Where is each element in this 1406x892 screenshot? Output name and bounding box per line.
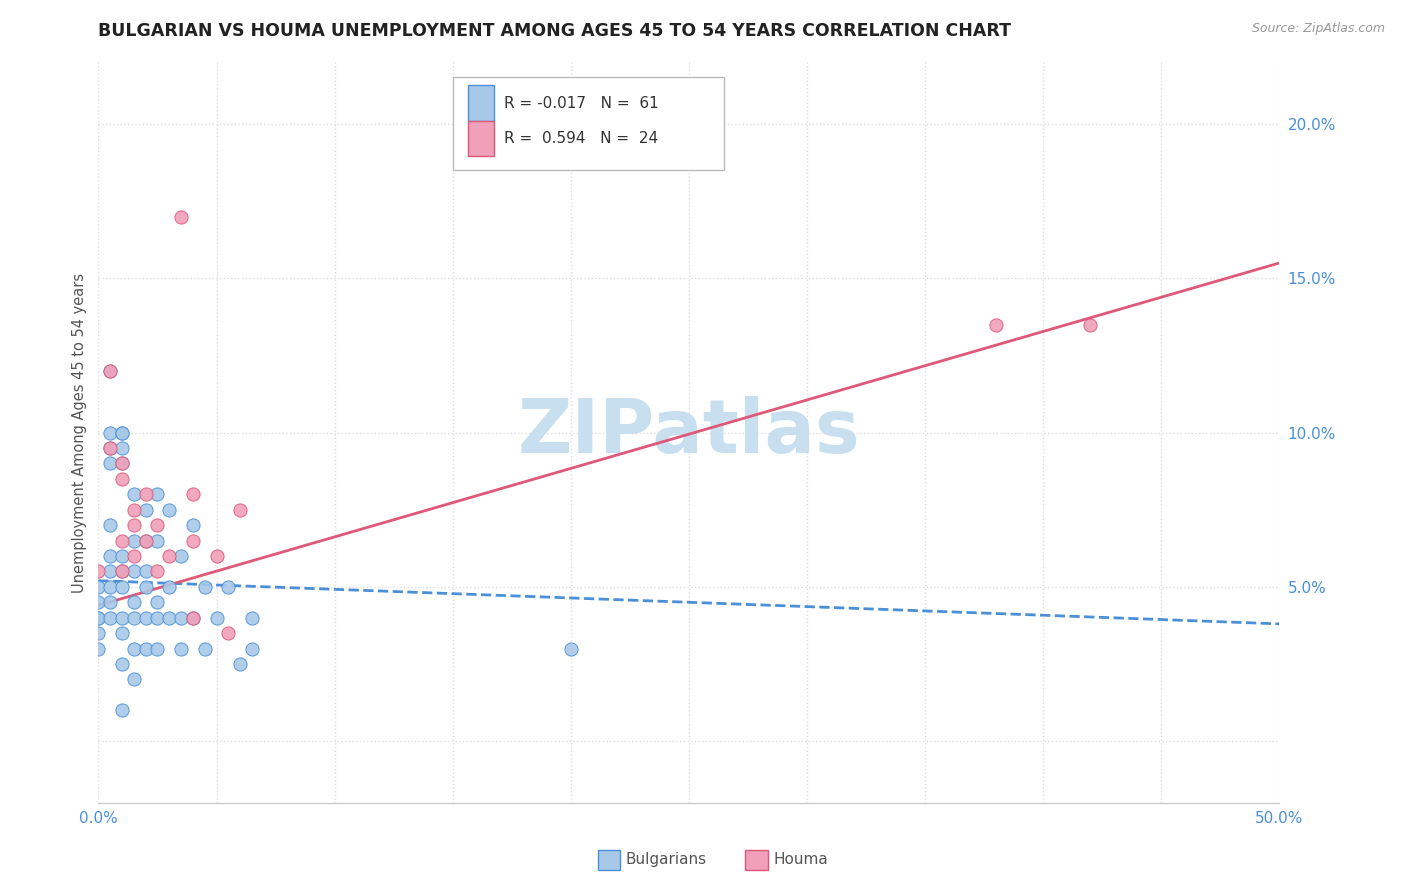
Point bbox=[181, 487, 204, 501]
Point bbox=[194, 641, 217, 656]
Y-axis label: Unemployment Among Ages 45 to 54 years: Unemployment Among Ages 45 to 54 years bbox=[72, 273, 87, 592]
Point bbox=[229, 657, 252, 671]
Point bbox=[98, 441, 121, 455]
Text: BULGARIAN VS HOUMA UNEMPLOYMENT AMONG AGES 45 TO 54 YEARS CORRELATION CHART: BULGARIAN VS HOUMA UNEMPLOYMENT AMONG AG… bbox=[98, 22, 1011, 40]
Point bbox=[181, 610, 204, 624]
Point bbox=[111, 441, 134, 455]
Point bbox=[984, 318, 1007, 332]
Point bbox=[111, 580, 134, 594]
Point bbox=[98, 549, 121, 563]
Point bbox=[98, 364, 121, 378]
Point bbox=[181, 533, 204, 548]
Point bbox=[240, 641, 263, 656]
FancyBboxPatch shape bbox=[453, 78, 724, 169]
Point bbox=[111, 457, 134, 471]
Point bbox=[217, 580, 239, 594]
Point bbox=[98, 518, 121, 533]
Point bbox=[87, 641, 110, 656]
Point bbox=[205, 610, 228, 624]
Point bbox=[111, 425, 134, 440]
Point bbox=[111, 533, 134, 548]
Point bbox=[135, 533, 157, 548]
Point bbox=[111, 549, 134, 563]
Point bbox=[146, 565, 169, 579]
Point bbox=[87, 610, 110, 624]
Point bbox=[111, 610, 134, 624]
Bar bbox=[468, 86, 494, 121]
Point bbox=[98, 425, 121, 440]
Point bbox=[122, 673, 145, 687]
Point bbox=[87, 565, 110, 579]
Point bbox=[229, 502, 252, 516]
Text: ZIPatlas: ZIPatlas bbox=[517, 396, 860, 469]
Point bbox=[122, 502, 145, 516]
Point bbox=[1080, 318, 1102, 332]
Point bbox=[194, 580, 217, 594]
Text: R =  0.594   N =  24: R = 0.594 N = 24 bbox=[503, 131, 658, 146]
Point bbox=[240, 610, 263, 624]
Point bbox=[122, 595, 145, 609]
Point bbox=[135, 565, 157, 579]
Point bbox=[111, 626, 134, 640]
Point bbox=[217, 626, 239, 640]
Point bbox=[181, 518, 204, 533]
Point bbox=[157, 580, 180, 594]
Point bbox=[111, 425, 134, 440]
Point bbox=[122, 641, 145, 656]
Point bbox=[146, 610, 169, 624]
Point bbox=[170, 549, 193, 563]
Point bbox=[157, 502, 180, 516]
Text: R = -0.017   N =  61: R = -0.017 N = 61 bbox=[503, 95, 658, 111]
Text: Houma: Houma bbox=[773, 853, 828, 867]
Point bbox=[98, 580, 121, 594]
Point bbox=[111, 565, 134, 579]
Point bbox=[170, 641, 193, 656]
Point bbox=[135, 487, 157, 501]
Point bbox=[181, 610, 204, 624]
Point bbox=[135, 610, 157, 624]
Point bbox=[98, 565, 121, 579]
Point bbox=[87, 626, 110, 640]
Point bbox=[157, 549, 180, 563]
Point bbox=[146, 518, 169, 533]
Point bbox=[111, 472, 134, 486]
Point bbox=[560, 641, 582, 656]
Point bbox=[122, 565, 145, 579]
Point bbox=[146, 487, 169, 501]
Point bbox=[170, 210, 193, 224]
Point bbox=[122, 610, 145, 624]
Point bbox=[87, 610, 110, 624]
Point bbox=[135, 533, 157, 548]
Point bbox=[87, 595, 110, 609]
Point bbox=[111, 565, 134, 579]
Point bbox=[122, 533, 145, 548]
Point bbox=[146, 533, 169, 548]
Point bbox=[122, 518, 145, 533]
Point bbox=[111, 657, 134, 671]
Text: Source: ZipAtlas.com: Source: ZipAtlas.com bbox=[1251, 22, 1385, 36]
Point bbox=[170, 610, 193, 624]
Point bbox=[111, 703, 134, 717]
Point bbox=[111, 457, 134, 471]
Point bbox=[98, 441, 121, 455]
Point bbox=[146, 595, 169, 609]
Point bbox=[157, 610, 180, 624]
Point bbox=[205, 549, 228, 563]
Point bbox=[98, 595, 121, 609]
Bar bbox=[468, 121, 494, 156]
Point bbox=[122, 549, 145, 563]
Point bbox=[87, 580, 110, 594]
Point bbox=[98, 364, 121, 378]
Point bbox=[135, 502, 157, 516]
Point bbox=[98, 610, 121, 624]
Point bbox=[135, 580, 157, 594]
Point bbox=[122, 487, 145, 501]
Text: Bulgarians: Bulgarians bbox=[626, 853, 707, 867]
Point bbox=[98, 457, 121, 471]
Point bbox=[146, 641, 169, 656]
Point bbox=[135, 641, 157, 656]
